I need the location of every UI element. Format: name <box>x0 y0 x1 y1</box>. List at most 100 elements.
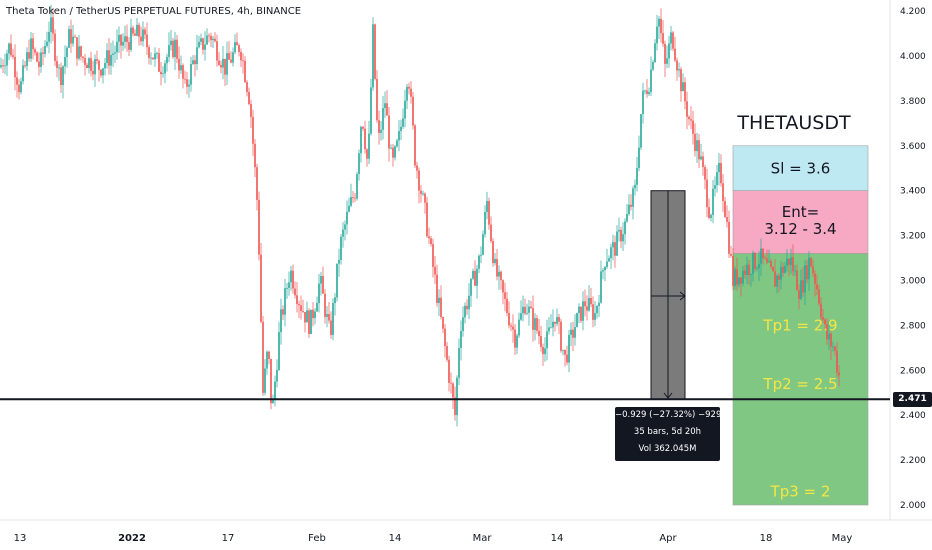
candle-body <box>512 326 514 330</box>
candle-body <box>780 266 782 280</box>
candle-body <box>442 316 444 329</box>
candle-body <box>404 100 406 119</box>
measure-arrowhead <box>679 291 686 301</box>
candle-body <box>236 42 238 46</box>
candle-body <box>544 348 546 355</box>
candle-body <box>718 163 720 173</box>
candle-body <box>198 41 200 48</box>
candle-body <box>370 87 372 134</box>
measure-bars: 35 bars, 5d 20h <box>633 427 702 437</box>
candle-body <box>624 221 626 235</box>
candle-body <box>828 333 830 340</box>
candle-body <box>52 17 54 34</box>
candle-body <box>784 265 786 273</box>
candle-body <box>230 59 232 63</box>
candle-body <box>832 346 834 348</box>
candle-body <box>48 31 50 42</box>
x-tick-label: May <box>832 533 853 544</box>
candle-body <box>794 270 796 272</box>
candle-body <box>460 331 462 349</box>
candle-body <box>276 369 278 382</box>
candle-body <box>208 35 210 37</box>
candle-body <box>334 297 336 304</box>
candle-body <box>156 53 158 54</box>
candle-body <box>36 52 38 62</box>
candle-body <box>418 170 420 191</box>
candle-body <box>38 61 40 67</box>
candle-body <box>436 274 438 303</box>
candle-body <box>62 66 64 86</box>
candle-body <box>136 24 138 36</box>
candle-body <box>84 57 86 65</box>
candle-body <box>40 52 42 67</box>
candle-body <box>496 258 498 277</box>
candle-body <box>144 29 146 35</box>
candle-body <box>34 49 36 53</box>
candle-body <box>500 271 502 281</box>
candle-body <box>764 258 766 259</box>
candle-body <box>24 65 26 67</box>
candle-body <box>798 290 800 299</box>
candle-body <box>416 165 418 171</box>
candle-body <box>4 65 6 67</box>
candle-body <box>174 39 176 58</box>
candle-body <box>420 190 422 194</box>
candle-body <box>694 133 696 152</box>
candle-body <box>508 313 510 326</box>
candle-body <box>290 270 292 283</box>
candle-body <box>382 108 384 130</box>
candle-body <box>680 69 682 92</box>
candle-body <box>600 271 602 303</box>
candle-body <box>464 305 466 318</box>
candle-body <box>142 29 144 42</box>
candle-body <box>732 255 734 286</box>
candle-body <box>474 270 476 286</box>
candle-body <box>178 58 180 71</box>
candle-body <box>82 56 84 58</box>
candle-body <box>304 312 306 323</box>
candle-body <box>686 101 688 117</box>
candle-body <box>586 306 588 311</box>
candle-body <box>262 321 264 393</box>
candle-body <box>816 284 818 290</box>
candle-body <box>288 282 290 289</box>
candle-body <box>220 64 222 68</box>
candle-body <box>434 266 436 275</box>
symbol-title: Theta Token / TetherUS PERPETUAL FUTURES… <box>6 6 302 17</box>
candle-body <box>210 35 212 41</box>
zone-sl <box>732 145 869 192</box>
candle-body <box>596 305 598 314</box>
candle-body <box>490 224 492 242</box>
candle-body <box>786 258 788 266</box>
candle-body <box>314 311 316 319</box>
candle-body <box>190 64 192 85</box>
candle-body <box>118 34 120 42</box>
candle-body <box>514 329 516 348</box>
candle-body <box>486 200 488 212</box>
candle-body <box>706 179 708 208</box>
candle-body <box>636 168 638 185</box>
candle-body <box>188 84 190 87</box>
candle-body <box>162 73 164 75</box>
candle-body <box>326 313 328 317</box>
candle-body <box>672 32 674 49</box>
candle-body <box>350 197 352 206</box>
candle-body <box>318 283 320 304</box>
candle-body <box>554 321 556 324</box>
x-tick-label: 18 <box>760 533 773 544</box>
candle-body <box>448 359 450 383</box>
current-price-tag: 2.471 <box>893 392 932 407</box>
candle-body <box>96 59 98 61</box>
candle-body <box>536 318 538 331</box>
candle-body <box>200 38 202 42</box>
candle-body <box>644 90 646 92</box>
candle-body <box>510 325 512 327</box>
candle-body <box>414 125 416 166</box>
candle-body <box>788 258 790 265</box>
candle-body <box>620 229 622 242</box>
y-tick-label: 3.600 <box>900 142 926 152</box>
candle-body <box>372 24 374 88</box>
candle-body <box>626 214 628 222</box>
candle-body <box>390 147 392 149</box>
